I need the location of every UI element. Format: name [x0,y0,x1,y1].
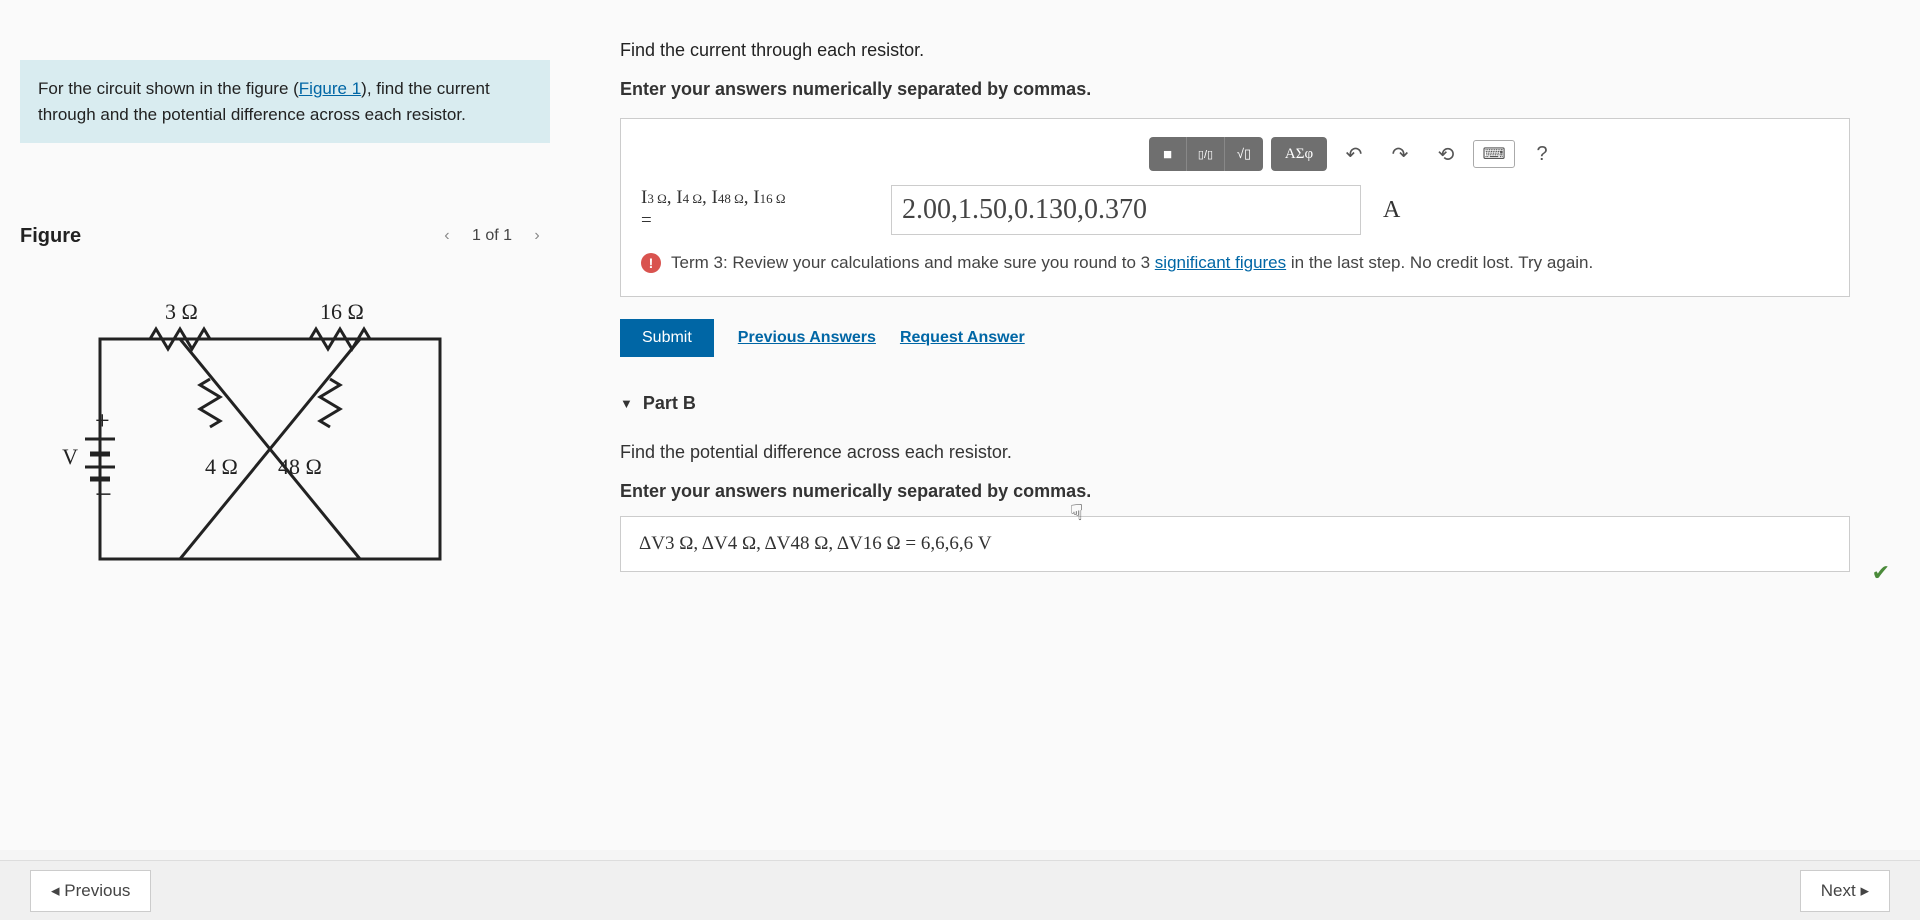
plus-icon: + [95,406,110,435]
v-label: 12 V [60,444,78,469]
circuit-figure: 3 Ω 16 Ω 4 Ω 48 Ω 12 V + − [20,269,550,593]
minus-icon: − [95,478,112,511]
tool-root-icon[interactable]: √▯ [1225,137,1263,171]
feedback-link[interactable]: significant figures [1155,253,1286,272]
partb-instruction: Enter your answers numerically separated… [620,481,1850,502]
figure-next-icon[interactable]: › [524,223,550,249]
figure-link[interactable]: Figure 1 [299,79,361,98]
partb-header[interactable]: ▼ Part B [620,393,1850,414]
redo-icon[interactable]: ↷ [1381,137,1419,171]
error-icon: ! [641,253,661,273]
figure-counter: 1 of 1 [472,227,512,245]
left-column: For the circuit shown in the figure (Fig… [0,20,570,850]
keyboard-icon[interactable]: ⌨ [1473,140,1515,168]
cursor-icon: ☟ [1070,500,1083,526]
undo-icon[interactable]: ↶ [1335,137,1373,171]
tool-fraction-icon[interactable]: ▯/▯ [1187,137,1225,171]
footer-nav: ◂ Previous Next ▸ [0,860,1920,920]
variable-list: I3 Ω, I4 Ω, I48 Ω, I16 Ω= [641,187,881,233]
r2-label: 16 Ω [320,299,364,324]
figure-prev-icon[interactable]: ‹ [434,223,460,249]
feedback-message: ! Term 3: Review your calculations and m… [641,251,1829,276]
r1-label: 3 Ω [165,299,198,324]
help-icon[interactable]: ? [1523,137,1561,171]
parta-instruction: Enter your answers numerically separated… [620,79,1850,100]
tool-greek-icon[interactable]: ΑΣφ [1271,137,1327,171]
answer-panel: ■ ▯/▯ √▯ ΑΣφ ↶ ↷ ⟲ ⌨ ? I3 Ω, I4 Ω, I48 Ω… [620,118,1850,297]
parta-question: Find the current through each resistor. [620,40,1850,61]
figure-title: Figure [20,225,81,248]
feedback-before: Term 3: Review your calculations and mak… [671,253,1155,272]
feedback-after: in the last step. No credit lost. Try ag… [1286,253,1593,272]
next-button[interactable]: Next ▸ [1800,870,1890,912]
answer-toolbar: ■ ▯/▯ √▯ ΑΣφ ↶ ↷ ⟲ ⌨ ? [641,137,1829,171]
caret-down-icon: ▼ [620,396,633,411]
previous-answers-link[interactable]: Previous Answers [738,329,876,347]
answer-input[interactable] [891,185,1361,235]
partb-question: Find the potential difference across eac… [620,442,1850,463]
partb-answer: ΔV3 Ω, ΔV4 Ω, ΔV48 Ω, ΔV16 Ω = 6,6,6,6 V [620,516,1850,572]
check-icon: ✔ [1872,560,1890,586]
tool-templates-icon[interactable]: ■ [1149,137,1187,171]
reset-icon[interactable]: ⟲ [1427,137,1465,171]
right-column: Find the current through each resistor. … [570,20,1890,850]
r4-label: 48 Ω [278,454,322,479]
problem-text-before: For the circuit shown in the figure ( [38,79,299,98]
request-answer-link[interactable]: Request Answer [900,329,1025,347]
problem-statement: For the circuit shown in the figure (Fig… [20,60,550,143]
submit-button[interactable]: Submit [620,319,714,357]
partb-title: Part B [643,393,696,414]
previous-button[interactable]: ◂ Previous [30,870,151,912]
r3-label: 4 Ω [205,454,238,479]
figure-nav: ‹ 1 of 1 › [434,223,550,249]
answer-unit: A [1383,197,1400,224]
